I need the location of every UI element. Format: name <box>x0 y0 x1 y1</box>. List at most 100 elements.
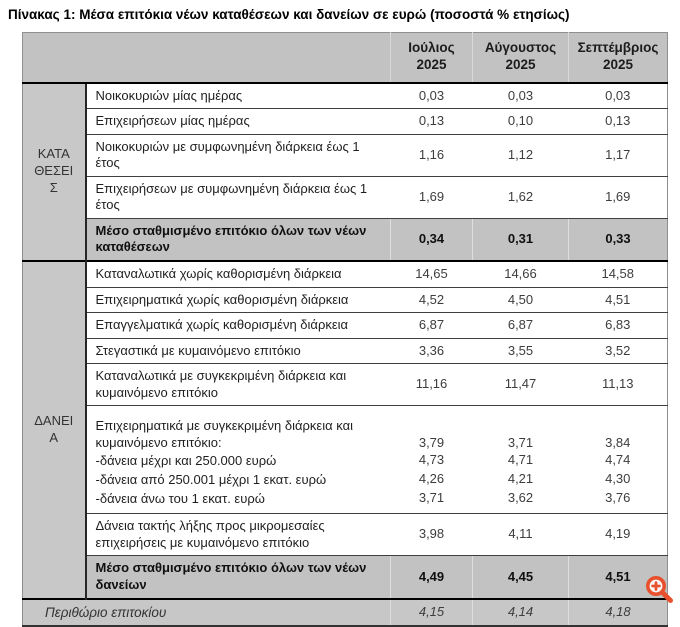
page-title: Πίνακας 1: Μέσα επιτόκια νέων καταθέσεων… <box>8 7 570 22</box>
rate-value: 4,26 <box>418 471 445 487</box>
row-label: Στεγαστικά με κυμαινόμενο επιτόκιο <box>85 338 391 364</box>
interest-margin-row: Περιθώριο επιτοκίου 4,15 4,14 4,18 <box>22 597 668 627</box>
deposits-summary-row: Μέσο σταθμισμένο επιτόκιο όλων των νέων … <box>23 218 668 262</box>
rate-value: 1,17 <box>568 134 668 177</box>
rate-value: 3,98 <box>390 513 473 556</box>
row-label: Καταναλωτικά με συγκεκριμένη διάρκεια κα… <box>85 363 391 406</box>
row-label-group: Επιχειρηματικά με συγκεκριμένη διάρκεια … <box>85 405 391 514</box>
table-row: Επιχειρήσεων μίας ημέρας 0,13 0,10 0,13 <box>23 108 668 135</box>
rate-value: 3,55 <box>472 338 569 364</box>
rate-value: 14,58 <box>568 260 668 288</box>
rate-value: 0,10 <box>472 108 569 135</box>
rate-value: 3,84 <box>605 434 631 450</box>
rate-value: 0,03 <box>390 82 473 109</box>
rate-value: 6,87 <box>472 312 569 339</box>
rate-value: 3,79 <box>418 434 445 450</box>
column-month: Ιούλιος <box>408 40 455 56</box>
column-month: Σεπτέμβριος <box>577 40 659 56</box>
magnifier-plus-icon <box>646 576 673 603</box>
rate-value-stack: 3,71 4,71 4,21 3,62 <box>472 405 569 514</box>
row-label: Μέσο σταθμισμένο επιτόκιο όλων των νέων … <box>85 555 391 599</box>
table-row: Δάνεια τακτής λήξης προς μικρομεσαίες επ… <box>23 513 668 556</box>
column-header-month-1: Ιούλιος 2025 <box>390 32 473 84</box>
rate-value: 3,52 <box>568 338 668 364</box>
rate-value: 4,73 <box>418 452 445 468</box>
rate-value: 4,52 <box>390 287 473 313</box>
rate-value: 4,21 <box>507 471 534 487</box>
rate-value-stack: 3,84 4,74 4,30 3,76 <box>568 405 668 514</box>
rate-value: 1,69 <box>568 176 668 219</box>
row-label: Μέσο σταθμισμένο επιτόκιο όλων των νέων … <box>85 218 391 262</box>
rate-value: 14,66 <box>472 260 569 288</box>
table-row: Επιχειρηματικά χωρίς καθορισμένη διάρκει… <box>23 287 668 313</box>
business-loans-breakdown-row: Επιχειρηματικά με συγκεκριμένη διάρκεια … <box>23 405 668 514</box>
rate-value: 4,71 <box>507 452 534 468</box>
rate-value: 1,69 <box>390 176 473 219</box>
group-label-loans: ΔΑΝΕΙΑ <box>22 260 87 599</box>
rate-value: 1,62 <box>472 176 569 219</box>
group-label-deposits: ΚΑΤΑΘΕΣΕΙΣ <box>22 82 87 261</box>
rate-value: 11,16 <box>390 363 473 406</box>
rate-value-stack: 3,79 4,73 4,26 3,71 <box>390 405 473 514</box>
column-month: Αύγουστος <box>484 40 557 56</box>
table-row: ΚΑΤΑΘΕΣΕΙΣ Νοικοκυριών μίας ημέρας 0,03 … <box>22 82 668 261</box>
rate-value: 3,36 <box>390 338 473 364</box>
rate-value: 11,13 <box>568 363 668 406</box>
rate-value: 0,03 <box>472 82 569 109</box>
header-row: Ιούλιος 2025 Αύγουστος 2025 Σεπτέμβριος … <box>22 32 668 84</box>
zoom-in-button[interactable] <box>644 574 675 605</box>
rate-value: 0,13 <box>568 108 668 135</box>
rate-value: 6,87 <box>390 312 473 339</box>
rate-value: 4,49 <box>390 555 473 599</box>
sub-row-label: -δάνεια από 250.001 μέχρι 1 εκατ. ευρώ <box>95 472 327 487</box>
sub-row-label: -δάνεια μέχρι και 250.000 ευρώ <box>95 453 277 468</box>
loans-summary-row: Μέσο σταθμισμένο επιτόκιο όλων των νέων … <box>23 555 668 599</box>
table-row: Επαγγελματικά χωρίς καθορισμένη διάρκεια… <box>23 312 668 339</box>
row-label: Νοικοκυριών μίας ημέρας <box>85 82 391 109</box>
table-row: Επιχειρήσεων με συμφωνημένη διάρκεια έως… <box>23 176 668 219</box>
rate-value: 0,31 <box>472 218 569 262</box>
rate-value: 4,14 <box>472 597 569 627</box>
row-label: Επιχειρηματικά χωρίς καθορισμένη διάρκει… <box>85 287 391 313</box>
rate-value: 1,16 <box>390 134 473 177</box>
row-label: Επαγγελματικά χωρίς καθορισμένη διάρκεια <box>85 312 391 339</box>
row-label: Καταναλωτικά χωρίς καθορισμένη διάρκεια <box>85 260 391 288</box>
rate-value: 3,71 <box>507 434 534 450</box>
rate-value: 4,15 <box>390 597 473 627</box>
rate-value: 4,11 <box>472 513 569 556</box>
table-row: Στεγαστικά με κυμαινόμενο επιτόκιο 3,36 … <box>23 338 668 364</box>
rate-value: 0,13 <box>390 108 473 135</box>
rate-value: 14,65 <box>390 260 473 288</box>
rate-value: 3,76 <box>605 490 631 506</box>
rate-value: 0,34 <box>390 218 473 262</box>
rate-value: 3,62 <box>507 490 534 506</box>
rate-value: 4,50 <box>472 287 569 313</box>
table-row: Καταναλωτικά με συγκεκριμένη διάρκεια κα… <box>23 363 668 406</box>
column-year: 2025 <box>602 57 634 73</box>
table-row: Νοικοκυριών με συμφωνημένη διάρκεια έως … <box>23 134 668 177</box>
table-row: ΔΑΝΕΙΑ Καταναλωτικά χωρίς καθορισμένη δι… <box>22 260 668 599</box>
column-header-month-2: Αύγουστος 2025 <box>472 32 569 84</box>
rate-value: 11,47 <box>472 363 569 406</box>
rate-value: 4,74 <box>605 452 631 468</box>
rate-value: 0,33 <box>568 218 668 262</box>
rate-value: 3,71 <box>418 490 445 506</box>
rate-value: 4,51 <box>568 287 668 313</box>
row-label: Επιχειρήσεων μίας ημέρας <box>85 108 391 135</box>
row-label: Νοικοκυριών με συμφωνημένη διάρκεια έως … <box>85 134 391 177</box>
column-header-month-3: Σεπτέμβριος 2025 <box>568 32 668 84</box>
sub-row-label: -δάνεια άνω του 1 εκατ. ευρώ <box>95 491 265 506</box>
rate-value: 6,83 <box>568 312 668 339</box>
column-year: 2025 <box>505 57 536 73</box>
rate-value: 4,30 <box>605 471 631 487</box>
header-corner-cell <box>22 32 391 84</box>
rate-value: 4,45 <box>472 555 569 599</box>
column-year: 2025 <box>416 57 447 73</box>
interest-rates-table: Ιούλιος 2025 Αύγουστος 2025 Σεπτέμβριος … <box>22 32 668 627</box>
row-label: Επιχειρηματικά με συγκεκριμένη διάρκεια … <box>95 418 354 450</box>
rate-value: 0,03 <box>568 82 668 109</box>
row-label: Δάνεια τακτής λήξης προς μικρομεσαίες επ… <box>85 513 391 556</box>
row-label: Επιχειρήσεων με συμφωνημένη διάρκεια έως… <box>85 176 391 219</box>
row-label: Περιθώριο επιτοκίου <box>22 597 391 627</box>
rate-value: 1,12 <box>472 134 569 177</box>
